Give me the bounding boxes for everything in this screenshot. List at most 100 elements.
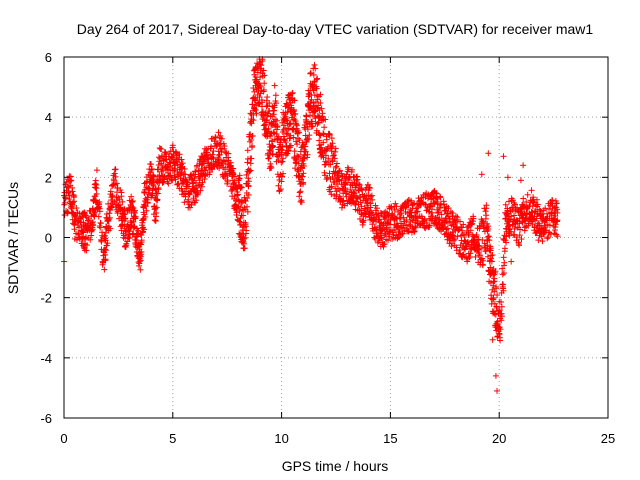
data-point [278, 178, 285, 185]
data-point [148, 166, 155, 173]
data-point [181, 165, 188, 172]
data-point [216, 152, 223, 159]
data-point [96, 208, 103, 215]
data-point [245, 183, 252, 190]
data-point [220, 157, 227, 164]
y-tick-label: 2 [45, 170, 52, 185]
data-point [182, 171, 189, 178]
data-point [248, 137, 255, 144]
x-tick-label: 15 [383, 431, 397, 446]
data-point [198, 183, 205, 190]
y-tick-label: 0 [45, 231, 52, 246]
data-point [253, 76, 260, 83]
data-point [504, 174, 511, 181]
data-point [499, 271, 506, 278]
data-point [210, 148, 217, 155]
data-point [72, 212, 79, 219]
data-point [66, 196, 73, 203]
data-point [116, 201, 123, 208]
data-point [236, 218, 243, 225]
data-point [126, 207, 133, 214]
data-point [230, 165, 237, 172]
data-point [253, 110, 260, 117]
data-point [501, 248, 508, 255]
data-point [239, 199, 246, 206]
data-point [252, 106, 259, 113]
data-point [236, 208, 243, 215]
data-point [276, 187, 283, 194]
data-point [79, 233, 86, 240]
data-point [535, 237, 542, 244]
data-point [454, 233, 461, 240]
data-point [544, 235, 551, 242]
data-point [119, 221, 126, 228]
data-point [106, 210, 113, 217]
data-point [158, 161, 165, 168]
data-point [152, 185, 159, 192]
data-point [261, 72, 268, 79]
data-point [260, 67, 267, 74]
data-point [181, 199, 188, 206]
data-point [184, 198, 191, 205]
data-point [80, 229, 87, 236]
data-point [244, 208, 251, 215]
data-point [289, 89, 296, 96]
data-point [249, 142, 256, 149]
data-point [73, 205, 80, 212]
data-point [242, 234, 249, 241]
data-point [492, 372, 499, 379]
data-point [270, 129, 277, 136]
data-point [502, 201, 509, 208]
data-point [287, 142, 294, 149]
data-point [197, 187, 204, 194]
data-point [528, 187, 535, 194]
data-point [240, 212, 247, 219]
data-point [140, 226, 147, 233]
data-point [240, 231, 247, 238]
y-tick-label: -6 [40, 411, 52, 426]
data-point [235, 176, 242, 183]
data-point [216, 141, 223, 148]
data-point [291, 148, 298, 155]
data-point [138, 251, 145, 258]
data-point [101, 266, 108, 273]
data-point [258, 62, 265, 69]
data-point [285, 147, 292, 154]
data-point [71, 226, 78, 233]
data-point [217, 132, 224, 139]
data-point [169, 142, 176, 149]
data-point [245, 191, 252, 198]
data-point [261, 80, 268, 87]
data-point [222, 149, 229, 156]
data-point [242, 198, 249, 205]
data-point [224, 178, 231, 185]
data-point [500, 254, 507, 261]
data-point [155, 186, 162, 193]
data-point [273, 100, 280, 107]
data-point [278, 159, 285, 166]
data-points [61, 56, 561, 394]
data-point [159, 179, 166, 186]
data-point [107, 188, 114, 195]
data-point [520, 162, 527, 169]
data-point [242, 230, 249, 237]
data-point [93, 190, 100, 197]
data-point [489, 336, 496, 343]
data-point [267, 163, 274, 170]
data-point [83, 247, 90, 254]
x-tick-labels: 0 5 10 15 20 25 [60, 431, 615, 446]
data-point [266, 141, 273, 148]
data-point [107, 225, 114, 232]
data-point [209, 151, 216, 158]
data-point [104, 240, 111, 247]
data-point [307, 70, 314, 77]
data-point [121, 218, 128, 225]
data-point [182, 193, 189, 200]
data-point [126, 228, 133, 235]
data-point [297, 188, 304, 195]
data-point [184, 179, 191, 186]
data-point [119, 198, 126, 205]
data-point [221, 143, 228, 150]
data-point [149, 165, 156, 172]
